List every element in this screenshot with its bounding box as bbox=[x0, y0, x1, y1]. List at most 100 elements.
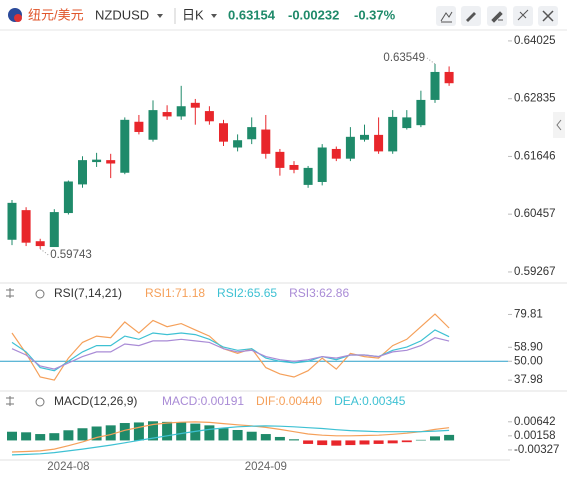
candle-body bbox=[261, 129, 271, 154]
y-tick-label: 37.98 bbox=[514, 374, 543, 386]
tool-icon bbox=[466, 12, 476, 22]
candle-body bbox=[317, 147, 327, 182]
y-tick-label: 0.00642 bbox=[514, 416, 556, 428]
macd-bar bbox=[373, 440, 384, 444]
legend-entry: RSI1:71.18 bbox=[145, 286, 205, 300]
macd-bar bbox=[21, 432, 32, 441]
candle-body bbox=[35, 241, 45, 247]
y-tick-label: 0.00158 bbox=[514, 430, 556, 442]
toolbar bbox=[436, 6, 558, 26]
macd-line bbox=[11, 425, 450, 456]
candle-body bbox=[148, 110, 158, 140]
candle-body bbox=[162, 112, 172, 117]
y-tick-label: 0.61646 bbox=[514, 150, 556, 162]
macd-bar bbox=[260, 434, 271, 441]
x-tick-label: 2024-08 bbox=[47, 461, 89, 473]
macd-bar bbox=[246, 431, 257, 441]
candle-body bbox=[388, 116, 398, 152]
macd-bar bbox=[317, 440, 328, 446]
candle-body bbox=[63, 181, 73, 214]
period[interactable]: 日K bbox=[182, 7, 204, 22]
macd-bar bbox=[176, 422, 187, 441]
macd-bar bbox=[7, 431, 17, 441]
macd-bar bbox=[162, 421, 173, 441]
low-label: 0.59743 bbox=[50, 249, 92, 261]
y-tick-label: 50.00 bbox=[514, 355, 543, 367]
macd-bar bbox=[77, 428, 88, 441]
candle-body bbox=[416, 99, 426, 126]
candle-body bbox=[247, 127, 257, 140]
candle-body bbox=[190, 102, 200, 108]
candle-body bbox=[430, 71, 440, 100]
candle-body bbox=[204, 111, 214, 122]
tool-icon bbox=[440, 11, 453, 23]
candle-body bbox=[120, 119, 130, 173]
dropdown-arrow[interactable] bbox=[211, 14, 217, 18]
y-tick-label: -0.00327 bbox=[514, 444, 559, 456]
macd-bar bbox=[148, 421, 158, 441]
macd-line bbox=[11, 421, 450, 453]
candle-body bbox=[49, 212, 59, 248]
change-pct: -0.37% bbox=[354, 7, 396, 22]
candle-body bbox=[402, 117, 412, 129]
y-tick-label: 0.62835 bbox=[514, 93, 556, 105]
y-tick-label: 0.64025 bbox=[514, 35, 556, 47]
y-tick-label: 58.90 bbox=[514, 341, 543, 353]
candle-body bbox=[134, 121, 144, 132]
macd-bar bbox=[387, 440, 398, 444]
y-tick-label: 79.81 bbox=[514, 308, 543, 320]
macd-bar bbox=[190, 423, 201, 441]
price: 0.63154 bbox=[228, 7, 276, 22]
candle-body bbox=[374, 134, 384, 152]
candle-body bbox=[176, 106, 186, 117]
macd-bar bbox=[63, 430, 74, 441]
panel-icon[interactable] bbox=[6, 288, 14, 298]
macd-bar bbox=[345, 440, 356, 446]
dropdown-arrow[interactable] bbox=[157, 14, 163, 18]
macd-bar bbox=[133, 422, 144, 441]
macd-bar bbox=[274, 436, 285, 441]
tool-button[interactable] bbox=[436, 6, 456, 26]
change: -0.00232 bbox=[288, 7, 339, 22]
macd-bar bbox=[35, 434, 46, 441]
candle-body bbox=[7, 202, 17, 240]
x-tick-label: 2024-09 bbox=[245, 461, 287, 473]
candle-body bbox=[360, 134, 369, 140]
symbol[interactable]: NZDUSD bbox=[95, 7, 149, 22]
panel-title: RSI(7,14,21) bbox=[54, 286, 122, 300]
macd-bar bbox=[444, 434, 455, 441]
settings-icon[interactable] bbox=[35, 289, 45, 299]
legend-entry: DIF:0.00440 bbox=[256, 394, 322, 408]
candle-body bbox=[219, 123, 228, 142]
candle-body bbox=[21, 210, 31, 243]
legend-entry: MACD:0.00191 bbox=[162, 394, 244, 408]
tool-icon bbox=[491, 11, 503, 23]
macd-bar bbox=[105, 425, 116, 441]
flag-icon-overlay bbox=[14, 14, 22, 22]
tool-icon bbox=[542, 10, 554, 22]
settings-icon[interactable] bbox=[35, 397, 45, 407]
panel-title: MACD(12,26,9) bbox=[54, 394, 137, 408]
pair-name[interactable]: 纽元/美元 bbox=[28, 7, 84, 22]
macd-bar bbox=[430, 436, 440, 441]
candle-body bbox=[303, 167, 313, 185]
macd-bar bbox=[91, 426, 102, 441]
candle-body bbox=[106, 160, 116, 164]
macd-bar bbox=[415, 439, 426, 441]
panel-icon[interactable] bbox=[6, 396, 14, 406]
candle-body bbox=[444, 71, 454, 84]
macd-bar bbox=[218, 428, 229, 441]
side-toggle-icon bbox=[556, 119, 562, 131]
candle-body bbox=[289, 164, 299, 170]
legend-entry: RSI3:62.86 bbox=[289, 286, 349, 300]
side-toggle[interactable] bbox=[553, 112, 565, 138]
candle-body bbox=[275, 151, 285, 168]
rsi-line bbox=[11, 337, 450, 370]
macd-bar bbox=[331, 440, 342, 446]
macd-bar bbox=[204, 425, 215, 441]
y-tick-label: 0.59267 bbox=[514, 266, 556, 278]
tool-button[interactable] bbox=[513, 6, 533, 26]
macd-bar bbox=[401, 440, 412, 443]
